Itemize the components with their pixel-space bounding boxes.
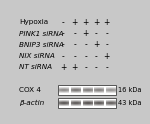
Bar bbox=[58, 85, 116, 95]
Text: -: - bbox=[61, 18, 64, 27]
Text: -: - bbox=[61, 52, 64, 61]
Text: -: - bbox=[84, 63, 87, 72]
Text: +: + bbox=[82, 29, 89, 38]
Text: -: - bbox=[84, 52, 87, 61]
Text: -: - bbox=[73, 29, 76, 38]
Text: BNIP3 siRNA: BNIP3 siRNA bbox=[19, 42, 64, 48]
Text: +: + bbox=[93, 18, 99, 27]
Text: +: + bbox=[103, 18, 110, 27]
Text: -: - bbox=[105, 40, 108, 49]
Text: +: + bbox=[71, 63, 78, 72]
Text: 16 kDa: 16 kDa bbox=[118, 87, 142, 93]
Text: -: - bbox=[105, 29, 108, 38]
Text: 43 kDa: 43 kDa bbox=[118, 100, 142, 106]
Text: -: - bbox=[95, 63, 98, 72]
Text: NIX siRNA: NIX siRNA bbox=[19, 53, 55, 59]
Text: -: - bbox=[95, 52, 98, 61]
Text: COX 4: COX 4 bbox=[19, 87, 41, 93]
Text: -: - bbox=[105, 63, 108, 72]
Text: -: - bbox=[73, 40, 76, 49]
Text: +: + bbox=[82, 18, 89, 27]
Text: -: - bbox=[61, 40, 64, 49]
Text: -: - bbox=[95, 29, 98, 38]
Text: -: - bbox=[73, 52, 76, 61]
Text: Hypoxia: Hypoxia bbox=[19, 19, 48, 25]
Text: +: + bbox=[93, 40, 99, 49]
Text: β-actin: β-actin bbox=[19, 100, 44, 106]
Text: +: + bbox=[71, 18, 78, 27]
Bar bbox=[58, 98, 116, 108]
Text: -: - bbox=[84, 40, 87, 49]
Text: -: - bbox=[61, 29, 64, 38]
Text: +: + bbox=[103, 52, 110, 61]
Text: PINK1 siRNA: PINK1 siRNA bbox=[19, 31, 63, 37]
Text: +: + bbox=[60, 63, 66, 72]
Text: NT siRNA: NT siRNA bbox=[19, 64, 52, 70]
